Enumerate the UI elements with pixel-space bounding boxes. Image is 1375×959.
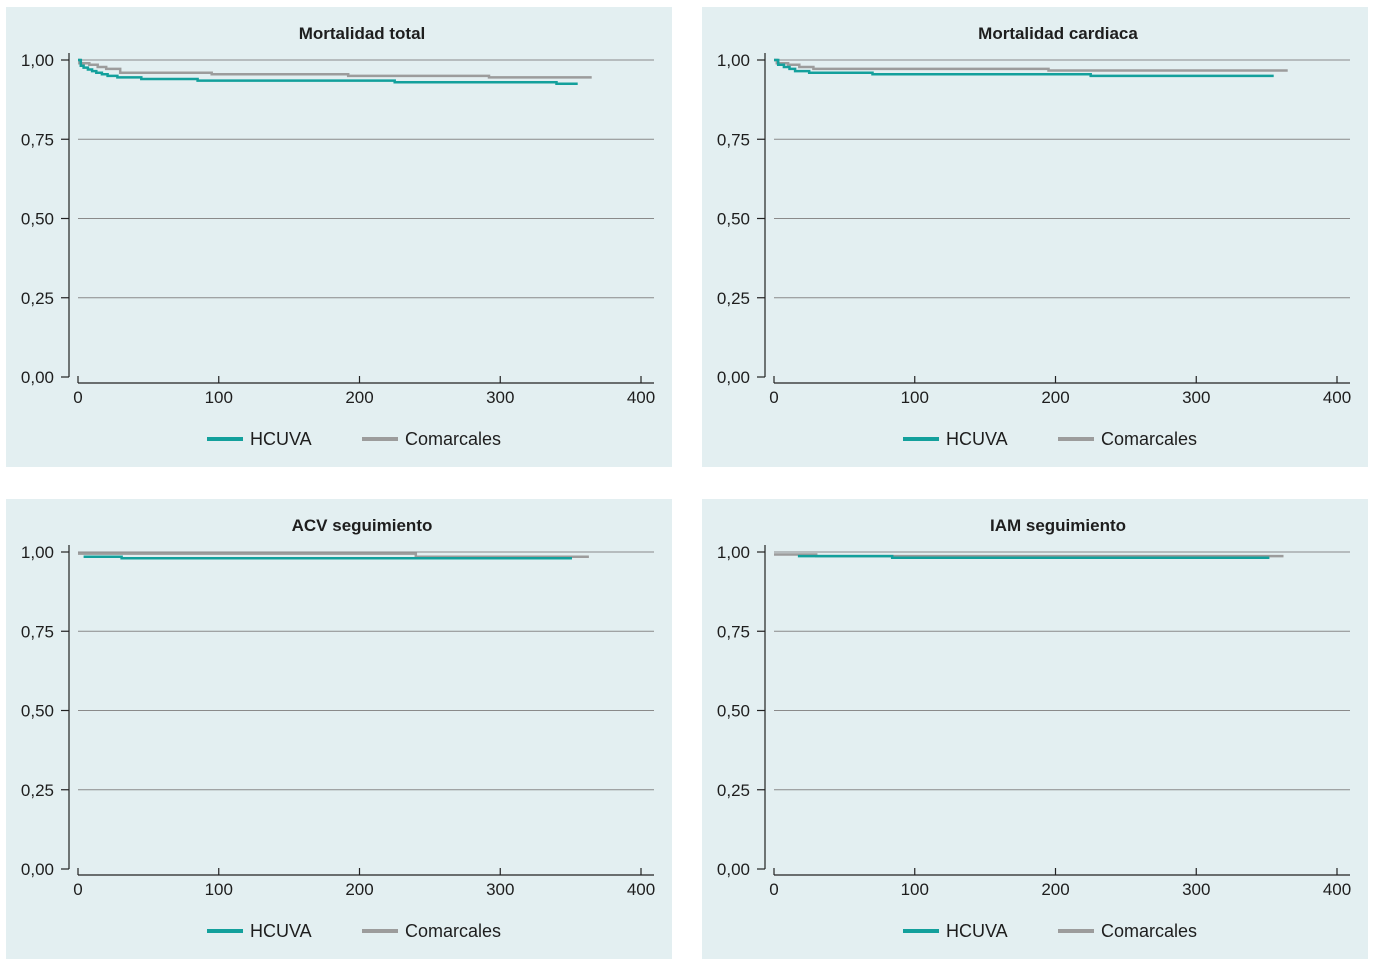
chart-panel-acv-seguimiento: ACV seguimiento 0,00 0,25 0,50 0,75 1,00 0 100 2…: [6, 499, 672, 959]
y-tick-label: 0,25: [717, 781, 750, 800]
series-line-hcuva: [797, 554, 1270, 559]
x-tick-label: 400: [627, 880, 655, 899]
x-tick-label: 300: [486, 388, 514, 407]
x-tick-label: 100: [901, 388, 929, 407]
chart-title: Mortalidad total: [299, 24, 426, 43]
chart-panel-iam-seguimiento: IAM seguimiento 0,00 0,25 0,50 0,75 1,00 0 100 2…: [702, 499, 1368, 959]
x-tick-label: 300: [486, 880, 514, 899]
x-tick-label: 0: [769, 880, 778, 899]
legend-label-hcuva: HCUVA: [250, 921, 312, 941]
legend-label-hcuva: HCUVA: [946, 429, 1008, 449]
y-tick-label: 0,75: [717, 622, 750, 641]
series-line-hcuva: [774, 58, 1274, 78]
y-tick-label: 0,00: [717, 860, 750, 879]
y-tick-label: 0,50: [21, 702, 54, 721]
y-tick-label: 0,25: [717, 289, 750, 308]
y-tick-label: 0,00: [717, 368, 750, 387]
x-tick-label: 200: [345, 880, 373, 899]
y-tick-label: 0,75: [717, 130, 750, 149]
series-line-hcuva: [83, 555, 572, 560]
legend-label-hcuva: HCUVA: [946, 921, 1008, 941]
legend-label-comarcales: Comarcales: [1101, 921, 1197, 941]
series-line-comarcales: [774, 58, 1288, 72]
series-line-comarcales: [78, 58, 592, 79]
y-tick-label: 1,00: [21, 543, 54, 562]
series-line-comarcales: [78, 552, 589, 559]
chart-panel-mortalidad-cardiaca: Mortalidad cardiaca 0,00 0,25 0,50 0,75 1,00 0…: [702, 7, 1368, 467]
chart-title: ACV seguimiento: [292, 516, 433, 535]
x-tick-label: 300: [1182, 880, 1210, 899]
chart-svg: Mortalidad total 0,00 0,25 0,50 0,75 1,00 0 100…: [21, 24, 655, 449]
legend-label-comarcales: Comarcales: [405, 429, 501, 449]
x-tick-label: 0: [73, 388, 82, 407]
chart-panel-mortalidad-total: Mortalidad total 0,00 0,25 0,50 0,75 1,00 0 100…: [6, 7, 672, 467]
x-tick-label: 200: [1041, 880, 1069, 899]
x-tick-label: 400: [1323, 880, 1351, 899]
y-tick-label: 1,00: [21, 51, 54, 70]
y-tick-label: 1,00: [717, 51, 750, 70]
chart-svg: IAM seguimiento 0,00 0,25 0,50 0,75 1,00 0 100 2…: [717, 516, 1351, 941]
chart-svg: Mortalidad cardiaca 0,00 0,25 0,50 0,75 1,00 0…: [717, 24, 1351, 449]
series-line-hcuva: [78, 58, 578, 86]
y-tick-label: 0,75: [21, 622, 54, 641]
y-tick-label: 0,25: [21, 289, 54, 308]
y-tick-label: 0,50: [21, 210, 54, 229]
y-tick-label: 1,00: [717, 543, 750, 562]
x-tick-label: 400: [627, 388, 655, 407]
chart-title: IAM seguimiento: [990, 516, 1126, 535]
y-tick-label: 0,75: [21, 130, 54, 149]
chart-title: Mortalidad cardiaca: [978, 24, 1138, 43]
chart-svg: ACV seguimiento 0,00 0,25 0,50 0,75 1,00 0 100 2…: [21, 516, 655, 941]
y-tick-label: 0,00: [21, 368, 54, 387]
y-tick-label: 0,50: [717, 210, 750, 229]
x-tick-label: 100: [205, 880, 233, 899]
x-tick-label: 300: [1182, 388, 1210, 407]
x-tick-label: 100: [205, 388, 233, 407]
x-tick-label: 200: [345, 388, 373, 407]
x-tick-label: 200: [1041, 388, 1069, 407]
y-tick-label: 0,50: [717, 702, 750, 721]
y-tick-label: 0,00: [21, 860, 54, 879]
x-tick-label: 0: [73, 880, 82, 899]
legend-label-comarcales: Comarcales: [1101, 429, 1197, 449]
x-tick-label: 0: [769, 388, 778, 407]
x-tick-label: 100: [901, 880, 929, 899]
x-tick-label: 400: [1323, 388, 1351, 407]
y-tick-label: 0,25: [21, 781, 54, 800]
legend-label-hcuva: HCUVA: [250, 429, 312, 449]
legend-label-comarcales: Comarcales: [405, 921, 501, 941]
